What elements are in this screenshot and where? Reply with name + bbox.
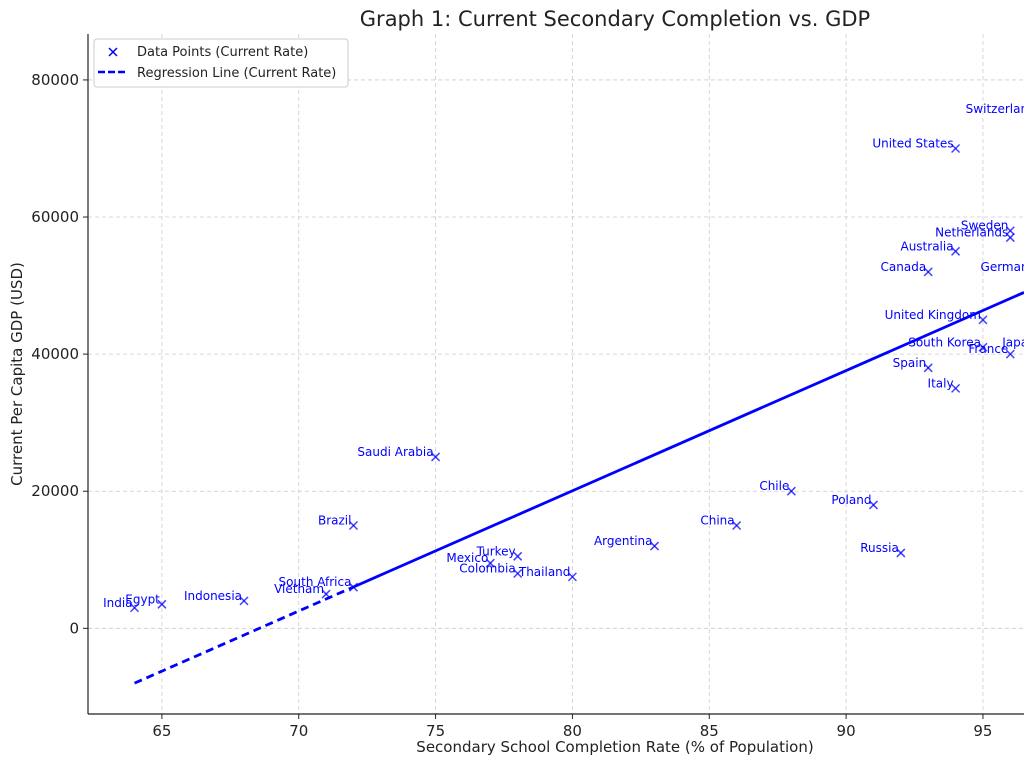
data-point-label: United Kingdom — [885, 308, 981, 322]
data-point — [732, 520, 742, 531]
data-point — [978, 342, 988, 352]
data-point-label: Saudi Arabia — [357, 445, 433, 459]
data-point-label: Russia — [860, 541, 899, 555]
data-point-label: Chile — [759, 479, 789, 493]
data-point — [1005, 226, 1015, 236]
data-point-label: China — [700, 513, 734, 527]
data-point-label: Germany — [981, 260, 1024, 274]
data-point — [951, 246, 961, 256]
data-point — [1005, 233, 1015, 243]
data-point-label: Italy — [928, 376, 954, 390]
data-point — [129, 603, 140, 613]
tick-labels: 65 70 75 80 85 90 95 0 20000 40000 60000 80000 — [31, 71, 992, 740]
data-point-label: Indonesia — [184, 589, 242, 603]
regression-line-solid — [352, 291, 1024, 589]
y-tick-label: 20000 — [31, 482, 79, 500]
data-point — [923, 363, 933, 373]
data-point — [786, 486, 796, 496]
data-point-label: United States — [872, 136, 953, 150]
data-point-label: Thailand — [518, 565, 571, 579]
data-point — [567, 572, 577, 582]
x-tick-label: 85 — [700, 722, 719, 740]
data-point-label: Netherlands — [935, 226, 1008, 240]
data-point — [513, 551, 523, 561]
data-point-label: Turkey — [476, 544, 516, 558]
x-axis-label: Secondary School Completion Rate (% of P… — [416, 738, 813, 756]
y-tick-label: 0 — [69, 619, 79, 637]
regression-line-dashed — [133, 585, 355, 685]
data-point-label: Egypt — [125, 592, 160, 606]
data-point-label: Canada — [881, 260, 927, 274]
data-point — [951, 383, 961, 393]
data-point-label: South Korea — [908, 335, 981, 349]
grid-lines — [88, 34, 1024, 714]
data-point-label: India — [103, 596, 132, 610]
data-point-label: Mexico — [446, 551, 488, 565]
data-point-label: Poland — [831, 493, 871, 507]
data-point-label: Switzerland — [966, 102, 1024, 116]
x-tick-label: 65 — [152, 722, 171, 740]
data-point — [348, 520, 359, 531]
y-tick-label: 40000 — [31, 345, 79, 363]
data-point — [1005, 349, 1015, 359]
data-point-label: Australia — [900, 239, 953, 253]
y-tick-label: 60000 — [31, 208, 79, 226]
data-point-label: Argentina — [594, 534, 653, 548]
x-tick-label: 95 — [973, 722, 992, 740]
regression-line-group — [133, 291, 1024, 685]
x-tick-label: 80 — [563, 722, 582, 740]
legend-item-scatter: Data Points (Current Rate) — [137, 45, 308, 60]
legend-box — [93, 38, 349, 88]
legend-scatter-marker — [108, 47, 118, 57]
data-point-label: Sweden — [961, 219, 1008, 233]
data-point — [978, 315, 988, 325]
chart-title: Graph 1: Current Secondary Completion vs… — [360, 7, 870, 31]
legend: Data Points (Current Rate) Regression Li… — [93, 38, 349, 88]
y-axis-label: Current Per Capita GDP (USD) — [8, 262, 26, 486]
data-point-label: South Africa — [279, 575, 352, 589]
data-point — [513, 568, 523, 579]
data-point — [348, 582, 359, 592]
x-tick-label: 90 — [837, 722, 856, 740]
data-point — [868, 500, 879, 510]
data-point — [321, 589, 331, 599]
data-point-label: Spain — [893, 356, 927, 370]
y-tick-label: 80000 — [31, 71, 79, 89]
data-point-label: France — [968, 342, 1008, 356]
data-point — [485, 558, 495, 568]
data-point-label: Vietnam — [274, 582, 324, 596]
x-tick-label: 70 — [289, 722, 308, 740]
data-point — [157, 599, 167, 609]
data-point — [923, 267, 933, 277]
data-point — [239, 596, 249, 606]
data-point — [431, 452, 441, 462]
data-point — [896, 548, 906, 558]
data-point-label: Colombia — [459, 561, 515, 575]
data-point-label: Japan — [1001, 335, 1024, 349]
legend-item-regression: Regression Line (Current Rate) — [137, 66, 336, 81]
data-point — [649, 541, 660, 551]
data-point — [951, 143, 961, 154]
x-tick-label: 75 — [426, 722, 445, 740]
axes — [83, 34, 1024, 719]
data-point-label: Brazil — [318, 513, 352, 527]
